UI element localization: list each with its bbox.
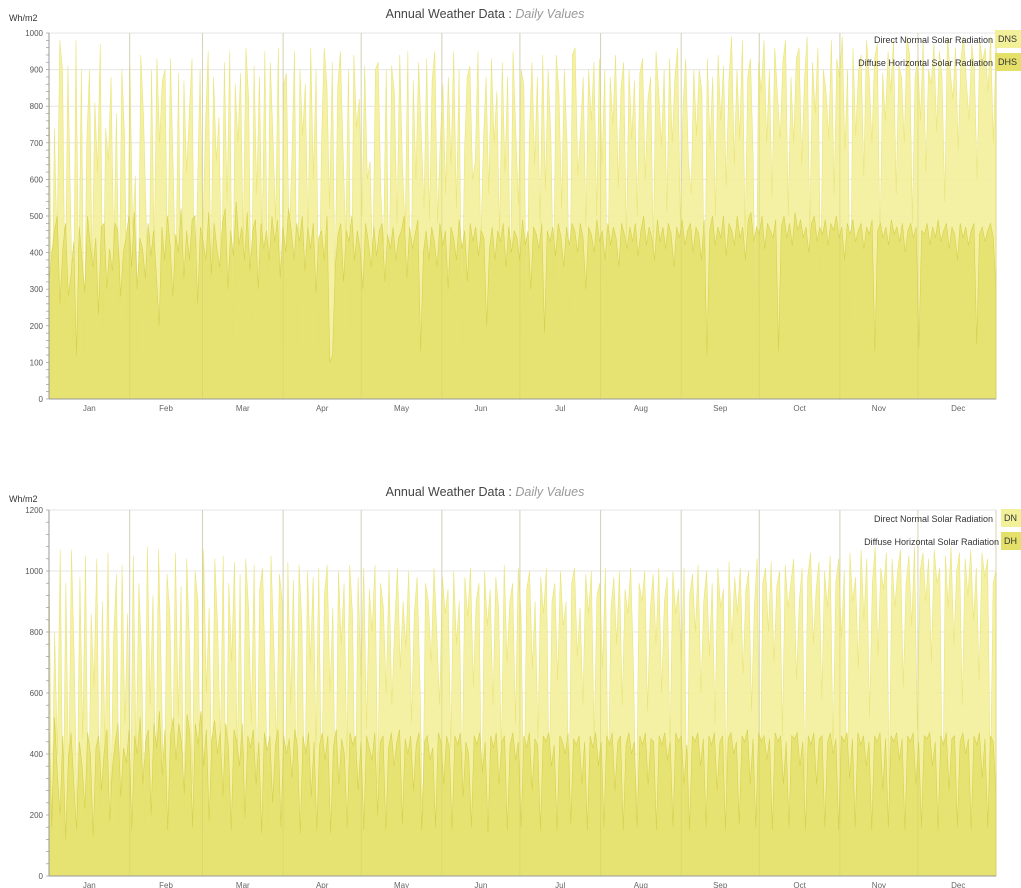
y-tick-label: 900 [30, 66, 44, 75]
x-tick-label: Nov [872, 404, 886, 413]
chart-title: Annual Weather Data : Daily Values [385, 485, 585, 499]
chart-subtitle: Daily Values [515, 485, 585, 499]
chart-title-text: Annual Weather Data [385, 485, 505, 499]
x-tick-label: Sep [713, 881, 728, 888]
legend-label: Diffuse Horizontal Solar Radiation [864, 537, 999, 547]
y-tick-label: 400 [30, 249, 44, 258]
y-tick-label: 400 [30, 750, 44, 759]
y-tick-label: 300 [30, 285, 44, 294]
chart-panel-bottom: Annual Weather Data : Daily Values Wh/m2… [0, 478, 1021, 888]
x-tick-label: Aug [634, 404, 648, 413]
x-tick-label: Sep [713, 404, 728, 413]
x-tick-label: Mar [236, 404, 250, 413]
y-tick-label: 800 [30, 102, 44, 111]
x-tick-label: Jan [83, 881, 96, 888]
legend: Direct Normal Solar Radiation DNS Diffus… [721, 30, 1021, 76]
legend-item-direct-normal[interactable]: Direct Normal Solar Radiation DNS [721, 30, 1021, 53]
x-tick-label: Dec [951, 881, 965, 888]
chart-title: Annual Weather Data : Daily Values [385, 7, 585, 21]
series-area-diffuse-horizontal [48, 201, 997, 400]
x-tick-label: Aug [634, 881, 648, 888]
y-tick-label: 1200 [25, 506, 43, 515]
legend-swatch: DH [1001, 532, 1021, 550]
x-tick-label: Jun [474, 881, 487, 888]
x-tick-label: Oct [793, 881, 806, 888]
y-axis-unit-label: Wh/m2 [9, 494, 38, 504]
legend-swatch: DHS [995, 53, 1021, 71]
y-tick-label: 200 [30, 322, 44, 331]
y-axis-unit-label: Wh/m2 [9, 13, 38, 23]
legend-swatch: DN [1001, 509, 1021, 527]
legend-swatch: DNS [995, 30, 1021, 48]
legend-label: Diffuse Horizontal Solar Radiation [858, 58, 993, 68]
x-tick-label: Oct [793, 404, 806, 413]
legend-item-diffuse-horizontal[interactable]: Diffuse Horizontal Solar Radiation DHS [721, 53, 1021, 76]
x-tick-label: Feb [159, 404, 173, 413]
y-tick-label: 100 [30, 358, 44, 367]
x-tick-label: Jul [555, 404, 565, 413]
series-area-diffuse-horizontal [48, 711, 997, 877]
area-chart-top: 0 100 200 300 400 500 600 700 800 900 1000 Jan Feb Ma… [25, 29, 997, 413]
area-chart-bottom: 0 200 400 600 800 1000 1200 Jan Feb Mar Apr May Jun J… [25, 506, 997, 888]
x-tick-label: Jan [83, 404, 96, 413]
y-tick-label: 0 [39, 872, 44, 881]
chart-subtitle: Daily Values [515, 7, 585, 21]
y-tick-label: 1000 [25, 567, 43, 576]
y-tick-label: 0 [39, 395, 44, 404]
x-tick-label: Feb [159, 881, 173, 888]
y-tick-label: 800 [30, 628, 44, 637]
y-tick-label: 1000 [25, 29, 43, 38]
x-tick-label: Apr [316, 404, 329, 413]
chart-panel-top: Annual Weather Data : Daily Values Wh/m2… [0, 0, 1021, 420]
legend-label: Direct Normal Solar Radiation [873, 35, 993, 45]
y-tick-label: 500 [30, 212, 44, 221]
legend-label: Direct Normal Solar Radiation [873, 514, 993, 524]
x-tick-label: May [394, 881, 409, 888]
x-tick-label: Jul [555, 881, 565, 888]
y-tick-label: 700 [30, 139, 44, 148]
x-tick-label: Dec [951, 404, 965, 413]
chart-title-text: Annual Weather Data [385, 7, 505, 21]
x-tick-label: May [394, 404, 409, 413]
x-tick-label: Apr [316, 881, 329, 888]
legend-item-diffuse-horizontal[interactable]: Diffuse Horizontal Solar Radiation DH [721, 532, 1021, 555]
y-tick-label: 600 [30, 175, 44, 184]
legend: Direct Normal Solar Radiation DN Diffuse… [721, 509, 1021, 555]
y-tick-label: 600 [30, 689, 44, 698]
y-tick-label: 200 [30, 811, 44, 820]
legend-item-direct-normal[interactable]: Direct Normal Solar Radiation DN [721, 509, 1021, 532]
x-tick-label: Mar [236, 881, 250, 888]
x-tick-label: Jun [474, 404, 487, 413]
x-tick-label: Nov [872, 881, 886, 888]
